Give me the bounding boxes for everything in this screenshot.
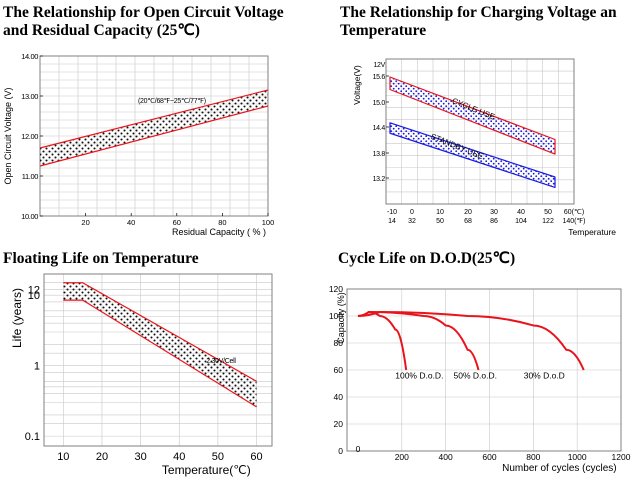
- ocv-y-tick-label: 13.00: [21, 92, 38, 101]
- charge-x-tick-celsius: 20: [464, 209, 472, 216]
- ocv-y-tick-label: 14.00: [21, 52, 38, 61]
- cycle-y-tick-label: 80: [334, 338, 344, 348]
- charge-y-tick-label: 14.4: [373, 125, 386, 132]
- charge-x-tick-fahrenheit: 68: [464, 218, 472, 225]
- charge-x-tick-fahrenheit: 86: [490, 218, 498, 225]
- charge-chart-title-1: The Relationship for Charging Voltage an: [340, 4, 617, 21]
- float-upper-line: [63, 282, 257, 382]
- cycle-y-axis-label: Capacity (%): [336, 292, 346, 344]
- float-plot-frame: [43, 273, 273, 447]
- cycle-x-axis-label: Number of cycles (cycles): [502, 463, 616, 474]
- charge-x-tick-celsius: 30: [490, 209, 498, 216]
- float-voltage-note: 2.30V/Cell: [206, 358, 236, 365]
- cycle-x-origin-label: 0: [356, 444, 361, 454]
- charge-cycle-use-band: [389, 76, 556, 155]
- charge-x-tick-fahrenheit: 14: [388, 218, 396, 225]
- charge-x-tick-celsius: 40: [517, 209, 525, 216]
- ocv-x-tick-label: 100: [262, 218, 275, 227]
- float-x-tick-label: 20: [96, 451, 108, 463]
- ocv-x-tick-label: 20: [81, 218, 89, 227]
- cycle-x-tick-label: 1000: [568, 452, 587, 462]
- float-x-tick-label: 60: [250, 451, 262, 463]
- ocv-upper-line: [39, 89, 269, 149]
- cycle-x-tick-label: 600: [482, 452, 496, 462]
- charge-x-tick-celsius: 10: [436, 209, 444, 216]
- float-x-tick-label: 30: [134, 451, 146, 463]
- float-x-axis-label: Temperature(℃): [162, 463, 251, 477]
- ocv-lower-line: [39, 105, 269, 167]
- ocv-x-axis-label: Residual Capacity ( % ): [172, 227, 266, 237]
- charge-standby-use-band: [389, 122, 556, 189]
- float-band-fill: [63, 282, 257, 407]
- charge-x-tick-celsius: 0: [410, 209, 414, 216]
- charge-x-tick-celsius: 50: [544, 209, 552, 216]
- charge-x-tick-fahrenheit: 122: [542, 218, 554, 225]
- cycle-y-tick-label: 40: [334, 392, 344, 402]
- charge-x-tick-fahrenheit: 50: [436, 218, 444, 225]
- ocv-chart-title-2: and Residual Capacity (25℃): [3, 22, 200, 39]
- cycle-curve-label: 100% D.o.D.: [395, 370, 443, 380]
- ocv-chart-title-1: The Relationship for Open Circuit Voltag…: [3, 4, 284, 21]
- ocv-y-tick-label: 12.00: [21, 132, 38, 141]
- charge-x-tick-fahrenheit: 32: [408, 218, 416, 225]
- charge-x-tick-fahrenheit: 104: [515, 218, 527, 225]
- cycle-y-tick-label: 120: [329, 284, 343, 294]
- cycle-curve-label: 30% D.o.D: [524, 370, 565, 380]
- float-x-tick-label: 50: [212, 451, 224, 463]
- charge-chart-title-2: Temperature: [340, 22, 427, 39]
- ocv-y-tick-label: 11.00: [22, 172, 38, 181]
- cycle-curve-2: [357, 310, 480, 371]
- ocv-x-tick-label: 40: [127, 218, 135, 227]
- float-y-tick-label: 0.1: [25, 431, 40, 443]
- charge-y-tick-label: 12V: [373, 62, 385, 69]
- charge-x-axis-label: Temperature: [568, 227, 616, 237]
- float-y-tick-label: 12: [28, 285, 40, 297]
- float-x-tick-label: 10: [57, 451, 69, 463]
- float-y-axis-label: Life (years): [10, 288, 24, 348]
- charge-x-tick-celsius: 60(℃): [564, 209, 584, 216]
- float-lower-line: [63, 299, 257, 408]
- ocv-x-tick-label: 60: [173, 218, 181, 227]
- cycle-x-tick-label: 200: [395, 452, 409, 462]
- float-x-tick-label: 40: [173, 451, 185, 463]
- charge-y-tick-label: 15.6: [373, 74, 386, 81]
- charge-x-tick-celsius: -10: [387, 209, 397, 216]
- cycle-y-tick-label: 0: [338, 446, 343, 456]
- charge-plot-frame: [385, 58, 575, 205]
- cycle-y-tick-label: 20: [334, 419, 344, 429]
- cycle-x-tick-label: 400: [439, 452, 453, 462]
- ocv-band-fill: [40, 90, 268, 166]
- cycle-x-tick-label: 1200: [612, 452, 631, 462]
- charge-x-tick-fahrenheit: 140(℉): [562, 218, 585, 225]
- float-chart-title: Floating Life on Temperature: [3, 250, 199, 267]
- cycle-y-tick-label: 60: [334, 365, 344, 375]
- ocv-y-axis-label: Open Circuit Voltage (V): [3, 87, 13, 184]
- ocv-y-tick-label: 10.00: [21, 212, 38, 221]
- cycle-x-tick-label: 800: [526, 452, 540, 462]
- cycle-plot-frame: [346, 288, 622, 452]
- charge-y-tick-label: 13.2: [373, 176, 386, 183]
- cycle-chart-title: Cycle Life on D.O.D(25℃): [338, 250, 516, 267]
- cycle-curve-1: [357, 310, 408, 371]
- float-y-tick-label: 1: [34, 361, 40, 373]
- cycle-y-tick-label: 100: [329, 311, 343, 321]
- ocv-x-tick-label: 80: [218, 218, 226, 227]
- charge-y-axis-label: Voltage(V): [352, 65, 362, 105]
- float-y-tick-label: 10: [28, 290, 40, 302]
- cycle-curve-label: 50% D.o.D.: [453, 370, 496, 380]
- charge-y-tick-label: 15.0: [373, 100, 386, 107]
- cycle-curve-3: [357, 310, 585, 371]
- charge-y-tick-label: 13.8: [373, 151, 386, 158]
- ocv-temperature-note: (20℃/68℉~25℃/77℉): [138, 98, 206, 105]
